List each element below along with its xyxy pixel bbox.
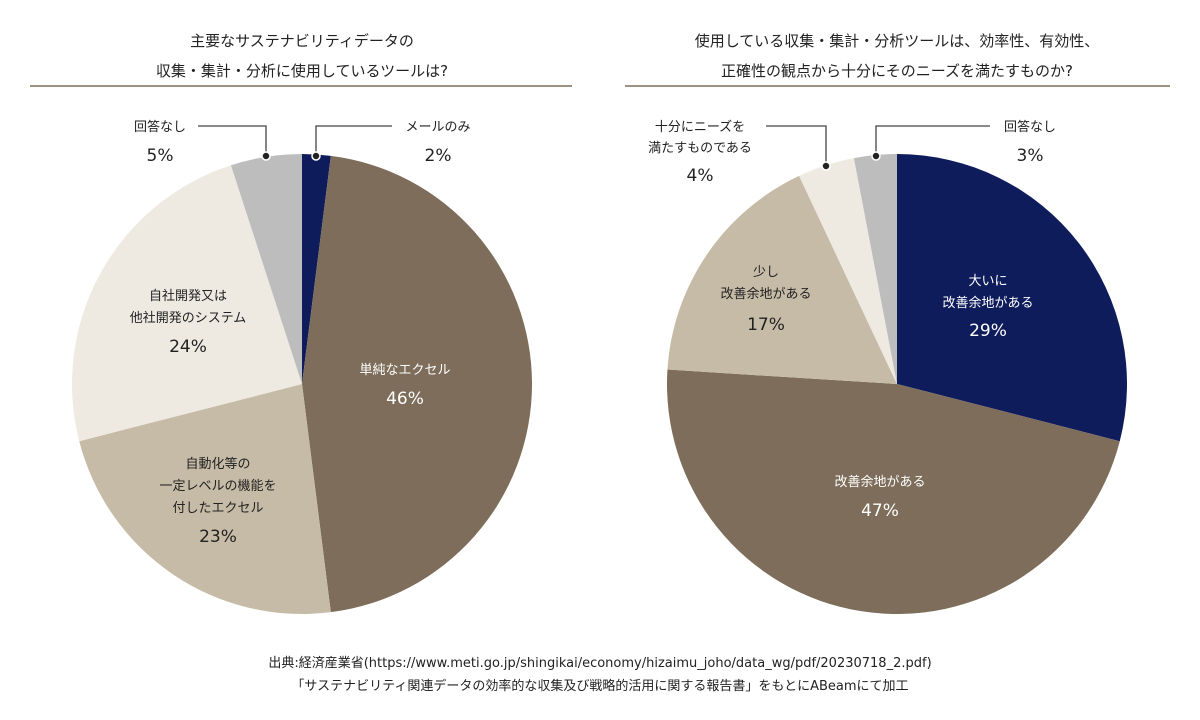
pie1-slice-1 xyxy=(302,155,533,613)
pie2-slice-3 xyxy=(799,158,897,384)
chart2-title-line1: 使用している収集・集計・分析ツールは、効率性、有効性、 xyxy=(695,32,1100,50)
leader-line-chart2-no-answer xyxy=(875,125,990,156)
leader-line-chart2-sufficient xyxy=(766,125,827,166)
source-line-2: 「サステナビリティ関連データの効率的な収集及び戦略的活用に関する報告書」をもとに… xyxy=(291,678,908,694)
label-sufficient-l2: 満たすものである xyxy=(648,141,752,156)
pct-email-only: 2% xyxy=(425,146,452,166)
label-email-only: メールのみ xyxy=(405,120,470,135)
label-no-answer-2: 回答なし xyxy=(1004,119,1056,135)
pct-room: 47% xyxy=(861,501,899,521)
pct-automated-excel: 23% xyxy=(199,527,237,547)
pie2-slice-4 xyxy=(853,154,897,384)
pie2-slice-1 xyxy=(667,369,1120,614)
chart2-title-line2: 正確性の観点から十分にそのニーズを満たすものか? xyxy=(721,62,1073,80)
label-custom-system-l2: 他社開発のシステム xyxy=(130,310,247,326)
label-room: 改善余地がある xyxy=(834,474,925,490)
leader-lines xyxy=(198,125,990,166)
leader-dots xyxy=(261,151,881,171)
pct-simple-excel: 46% xyxy=(386,389,424,409)
pie2-slice-2 xyxy=(667,175,897,384)
pct-no-answer-1: 5% xyxy=(147,146,174,166)
label-automated-excel-l2: 一定レベルの機能を xyxy=(159,479,276,494)
chart1-title-line2: 収集・集計・分析に使用しているツールは? xyxy=(156,62,448,80)
leader-dot xyxy=(311,151,321,161)
pie1-slice-4 xyxy=(230,154,302,384)
pie1-slice-0 xyxy=(302,154,331,384)
pct-custom-system: 24% xyxy=(169,337,207,357)
pie-chart-2 xyxy=(667,154,1128,614)
label-simple-excel: 単純なエクセル xyxy=(359,362,450,378)
label-some-room-l1: 少し xyxy=(753,265,779,280)
pct-no-answer-2: 3% xyxy=(1017,146,1044,166)
source-line-1: 出典:経済産業省(https://www.meti.go.jp/shingika… xyxy=(268,655,931,671)
leader-dot xyxy=(821,161,831,171)
pie1-slice-3 xyxy=(71,165,302,442)
leader-line-chart1-email xyxy=(315,125,392,156)
leader-dot xyxy=(261,151,271,161)
label-automated-excel-l1: 自動化等の xyxy=(185,456,250,472)
label-automated-excel-l3: 付したエクセル xyxy=(172,501,263,516)
label-some-room-l2: 改善余地がある xyxy=(720,286,811,302)
pie2-slice-0 xyxy=(897,154,1128,442)
label-custom-system-l1: 自社開発又は xyxy=(149,288,227,304)
label-no-answer-1: 回答なし xyxy=(134,119,186,135)
pct-some-room: 17% xyxy=(747,315,785,335)
label-much-room-l1: 大いに xyxy=(968,274,1007,289)
chart1-title-line1: 主要なサステナビリティデータの xyxy=(190,32,414,50)
label-sufficient-l1: 十分にニーズを xyxy=(655,119,745,135)
pie-chart-1 xyxy=(71,154,533,614)
pct-much-room: 29% xyxy=(969,321,1007,341)
pct-sufficient: 4% xyxy=(687,166,714,186)
leader-dot xyxy=(871,151,881,161)
leader-line-chart1-no-answer xyxy=(198,125,267,156)
pie1-slice-2 xyxy=(79,384,331,614)
label-much-room-l2: 改善余地がある xyxy=(942,295,1033,311)
